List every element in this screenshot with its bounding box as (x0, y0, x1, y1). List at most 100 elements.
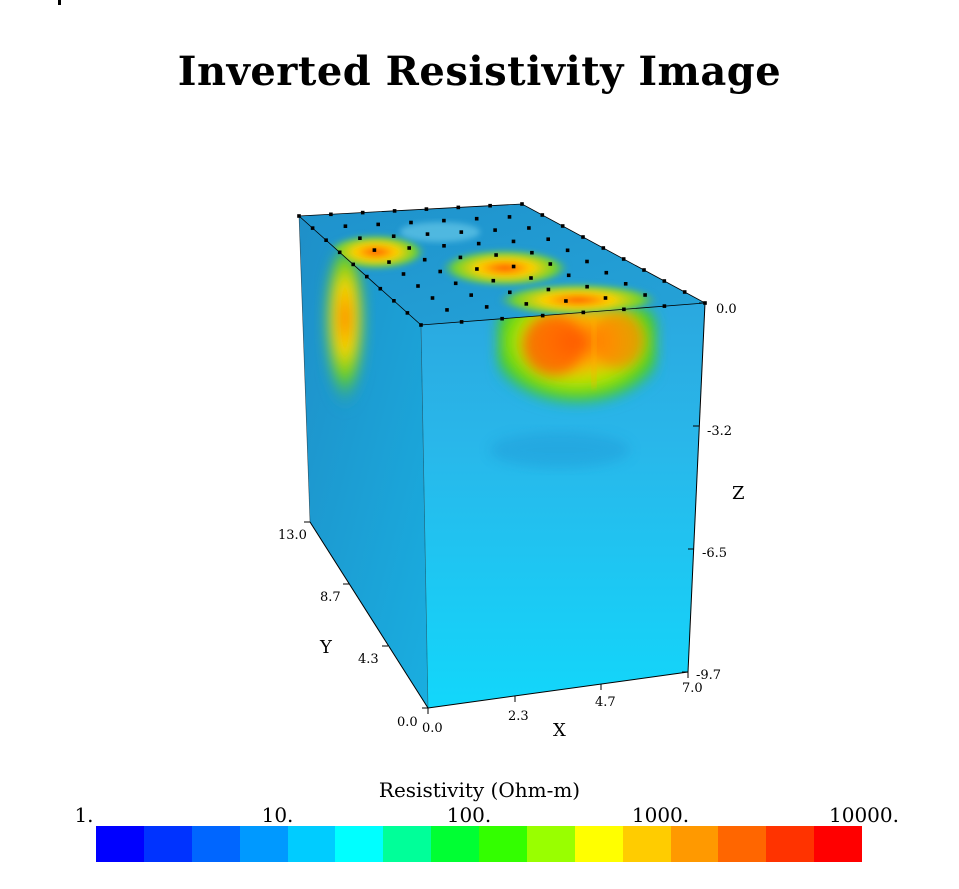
electrode-dot (484, 305, 489, 309)
colorbar-swatch (287, 826, 336, 862)
electrode-dot (529, 276, 533, 280)
electrode-dot (430, 296, 435, 300)
electrode-dot (585, 284, 589, 289)
z-tick-3: -9.7 (696, 668, 721, 683)
electrode-dot (372, 248, 377, 252)
electrode-dot (424, 207, 429, 211)
electrode-dot (601, 246, 606, 250)
electrode-dot (391, 234, 396, 238)
electrode-dot (456, 205, 461, 210)
electrode-dot (604, 270, 609, 275)
electrode-dot (378, 286, 383, 291)
electrode-dot (392, 299, 396, 303)
axis-y: 13.0 8.7 4.3 0.0 Y (278, 521, 429, 730)
electrode-dot (401, 272, 406, 276)
x-tick-1: 2.3 (508, 709, 529, 724)
colorbar-swatch (191, 826, 240, 862)
colorbar-swatch (574, 826, 623, 862)
electrode-dot (520, 202, 524, 206)
z-tick-0: 0.0 (716, 302, 737, 317)
electrode-dot (500, 316, 504, 321)
z-tick-1: -3.2 (707, 424, 732, 439)
colorbar-swatch (814, 826, 862, 862)
electrode-dot (405, 311, 410, 315)
electrode-dot (422, 257, 427, 262)
y-tick-2: 8.7 (320, 590, 341, 605)
electrode-dot (469, 293, 473, 297)
colorbar-swatch (383, 826, 432, 862)
chart-title: Inverted Resistivity Image (177, 48, 782, 95)
x-axis-label: X (553, 720, 566, 741)
top-anomaly-middle (443, 250, 567, 286)
z-tick-2: -6.5 (702, 546, 727, 561)
electrode-dot (530, 250, 534, 255)
colorbar-swatch (479, 826, 527, 862)
electrode-dot (546, 237, 550, 241)
electrode-dot (548, 262, 553, 266)
electrode-dot (511, 264, 516, 269)
colorbar-tick-label: 10. (261, 803, 294, 827)
electrode-dot (392, 209, 397, 213)
colorbar-swatch (670, 826, 719, 862)
top-anomaly-left (328, 235, 424, 269)
colorbar-swatch (335, 826, 384, 862)
electrode-dot (643, 293, 647, 297)
electrode-dot (360, 210, 365, 215)
electrode-dot (474, 216, 479, 221)
electrode-dot (581, 235, 585, 239)
electrode-dot (622, 307, 626, 312)
front-anomaly-core-right (592, 312, 644, 368)
electrode-dot (387, 260, 391, 264)
colorbar-swatch (431, 826, 479, 862)
electrode-dot (358, 236, 362, 240)
electrode-dot (416, 284, 420, 288)
colorbar-swatch (766, 826, 815, 862)
colorbar-ticks: 1. 10. 100. 1000. 10000. (0, 803, 959, 829)
x-tick-2: 4.7 (595, 695, 616, 710)
electrode-dot (442, 218, 446, 223)
electrode-dot (585, 259, 589, 264)
left-face-anomaly (323, 250, 367, 420)
colorbar-swatch (718, 826, 767, 862)
electrode-dot (459, 320, 464, 324)
electrode-dot (493, 228, 497, 232)
electrode-dot (621, 257, 626, 261)
electrode-dot (442, 244, 446, 248)
electrode-dot (662, 304, 667, 308)
axis-z: 0.0 -3.2 -6.5 -9.7 Z (682, 302, 745, 683)
electrode-dot (623, 282, 628, 286)
axis-x: 0.0 2.3 4.7 7.0 X (422, 671, 703, 741)
electrode-dot (453, 281, 458, 286)
electrode-dot (475, 267, 479, 271)
electrode-dot (527, 226, 531, 230)
electrode-dot (476, 241, 481, 246)
electrode-dot (540, 213, 545, 217)
y-tick-3: 13.0 (278, 528, 307, 543)
z-axis-label: Z (732, 483, 745, 504)
electrode-dot (546, 287, 551, 292)
electrode-dot (642, 268, 646, 272)
colorbar-title: Resistivity (Ohm-m) (378, 778, 581, 802)
colorbar-swatch (526, 826, 575, 862)
colorbar-tick-label: 1. (74, 803, 94, 827)
electrode-grid (297, 202, 707, 327)
electrode-dot (407, 246, 411, 250)
electrode-dot (508, 290, 512, 295)
y-tick-1: 4.3 (358, 652, 379, 667)
electrode-dot (581, 310, 586, 315)
electrode-dot (524, 302, 529, 306)
electrode-dot (324, 238, 328, 242)
electrode-dot (494, 253, 498, 257)
colorbar (96, 826, 862, 862)
electrode-dot (365, 274, 369, 279)
electrode-dot (310, 226, 315, 230)
electrode-dot (425, 232, 430, 236)
electrode-dot (409, 220, 413, 225)
electrode-dot (662, 279, 667, 283)
electrode-dot (419, 323, 423, 327)
colorbar-swatch (96, 826, 144, 862)
electrode-dot (603, 296, 608, 300)
electrode-dot (565, 248, 570, 253)
electrode-dot (491, 278, 496, 283)
electrode-dot (458, 255, 463, 260)
